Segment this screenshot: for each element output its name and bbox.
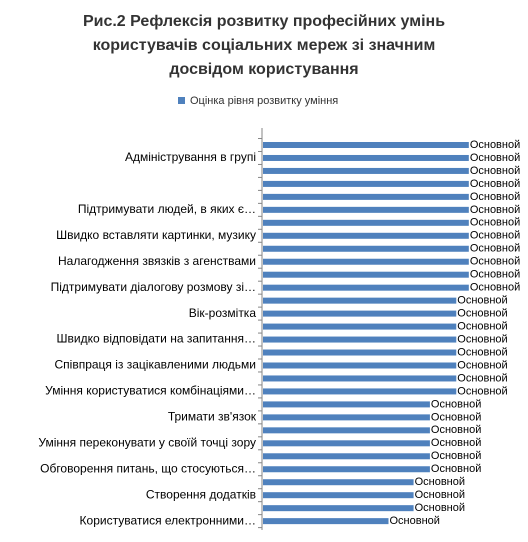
bar [263, 310, 457, 317]
legend-label: Оцінка рівня розвитку уміння [190, 95, 338, 107]
value-label: Основной [431, 398, 481, 410]
value-label: Основной [431, 424, 481, 436]
bar [263, 492, 414, 499]
value-label: Основной [457, 372, 507, 384]
bar [263, 453, 430, 460]
bar [263, 336, 457, 343]
category-label: Швидко вставляти картинки, музику [56, 228, 256, 242]
bar [263, 297, 457, 304]
bar [263, 142, 469, 148]
category-label: Вік-розмітка [189, 306, 257, 320]
value-label: Основной [431, 437, 481, 449]
bar [263, 154, 469, 161]
bar [263, 232, 469, 239]
value-label: Основной [457, 308, 507, 320]
value-label: Основной [470, 230, 520, 242]
category-label: Налагодження звязків з агенствами [58, 254, 256, 268]
category-label: Співпраця із зацікавленими людьми [55, 358, 257, 372]
value-label: Основной [470, 139, 520, 151]
bar [263, 375, 457, 382]
bar [263, 245, 469, 252]
category-label: Користуватися електронними… [80, 513, 256, 527]
bar [263, 349, 457, 356]
value-label: Основной [431, 411, 481, 423]
category-label: Адміністрування в групі [125, 150, 256, 164]
value-label: Основной [470, 243, 520, 255]
bar [263, 258, 469, 265]
bar [263, 167, 469, 174]
value-label: Основной [457, 385, 507, 397]
category-label: Уміння переконувати у своїй точці зору [38, 435, 256, 449]
value-label: Основной [457, 295, 507, 307]
bar [263, 466, 430, 473]
value-label: Основной [457, 346, 507, 358]
category-label: Уміння користуватися комбінаціями… [45, 384, 256, 398]
category-label: Підтримувати діалогову розмову зі… [51, 280, 256, 294]
value-label: Основной [457, 320, 507, 332]
value-label: Основной [431, 463, 481, 475]
bar [263, 505, 414, 512]
value-label: Основной [470, 269, 520, 281]
bar [263, 284, 469, 291]
category-label: Швидко відповідати на запитання… [57, 332, 256, 346]
value-label: Основной [470, 282, 520, 294]
value-label: Основной [470, 178, 520, 190]
value-label: Основной [470, 191, 520, 203]
bar [263, 219, 469, 226]
bar [263, 271, 469, 278]
bar [263, 414, 430, 421]
bar [263, 518, 389, 525]
value-label: Основной [415, 476, 465, 488]
bar [263, 440, 430, 447]
value-label: Основной [457, 333, 507, 345]
value-label: Основной [415, 502, 465, 514]
bar [263, 401, 430, 408]
bar [263, 362, 457, 369]
bar [263, 388, 457, 395]
value-label: Основной [470, 165, 520, 177]
category-label: Обговорення питань, що стосуються… [40, 461, 256, 475]
category-label: Створення додатків [146, 487, 256, 501]
chart-title: користувачів соціальних мереж зі значним [93, 37, 436, 54]
chart-title: Рис.2 Рефлексія розвитку професійних умі… [83, 13, 445, 30]
category-label: Тримати зв'язок [168, 410, 257, 424]
value-label: Основной [470, 256, 520, 268]
legend-swatch [178, 97, 185, 104]
value-label: Основной [470, 204, 520, 216]
value-label: Основной [415, 489, 465, 501]
category-label: Підтримувати людей, в яких є… [78, 202, 256, 216]
bar [263, 323, 457, 330]
bar [263, 479, 414, 486]
bar [263, 180, 469, 187]
value-label: Основной [470, 217, 520, 229]
value-label: Основной [470, 152, 520, 164]
bar [263, 193, 469, 200]
chart-title: досвідом користування [169, 61, 358, 78]
bar [263, 427, 430, 434]
bar [263, 206, 469, 213]
value-label: Основной [457, 359, 507, 371]
value-label: Основной [431, 450, 481, 462]
value-label: Основной [390, 515, 440, 527]
